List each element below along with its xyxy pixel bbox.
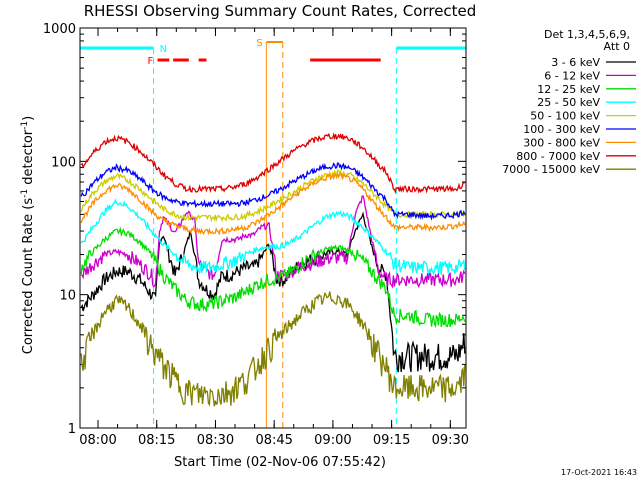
- x-tick-label: 09:15: [373, 433, 410, 448]
- legend-label-0: 3 - 6 keV: [551, 56, 600, 69]
- flag-markers: NF S: [80, 38, 467, 428]
- legend-label-7: 800 - 7000 keV: [516, 150, 600, 163]
- legend-label-2: 12 - 25 keV: [537, 83, 600, 96]
- legend-header-2: Att 0: [604, 40, 630, 53]
- series-lines: [80, 132, 466, 407]
- series-line-3: [80, 198, 466, 276]
- series-line-1: [81, 195, 466, 289]
- timestamp: 17-Oct-2021 16:43: [561, 468, 637, 477]
- x-tick-label: 08:15: [138, 433, 175, 448]
- series-line-0: [80, 211, 466, 373]
- y-tick-label: 1: [68, 422, 76, 437]
- x-axis-label: Start Time (02-Nov-06 07:55:42): [174, 455, 386, 470]
- svg-text:Corrected Count Rate (s-1 dete: Corrected Count Rate (s-1 detector-1): [20, 116, 36, 354]
- x-tick-label: 08:30: [197, 433, 234, 448]
- y-tick-label: 100: [51, 155, 76, 170]
- series-line-6: [80, 171, 466, 236]
- saa-flag-label: S: [256, 38, 262, 49]
- legend-label-6: 300 - 800 keV: [523, 136, 600, 149]
- chart-title: RHESSI Observing Summary Count Rates, Co…: [84, 2, 477, 20]
- legend-label-1: 6 - 12 keV: [544, 69, 600, 82]
- legend-label-5: 100 - 300 keV: [523, 123, 600, 136]
- plot-frame: [79, 27, 467, 429]
- x-tick-label: 08:00: [79, 433, 116, 448]
- series-line-2: [80, 226, 466, 329]
- y-axis-label: Corrected Count Rate (s-1 detector-1): [20, 116, 36, 354]
- series-line-5: [80, 162, 466, 221]
- legend-header-1: Det 1,3,4,5,6,9,: [544, 28, 630, 41]
- y-tick-label: 1000: [43, 22, 76, 37]
- x-tick-label: 09:00: [314, 433, 351, 448]
- y-tick-label: 10: [59, 289, 76, 304]
- series-line-4: [80, 169, 466, 223]
- legend-label-4: 50 - 100 keV: [530, 110, 600, 123]
- flare-flag-label: F: [148, 56, 154, 67]
- series-line-8: [80, 291, 466, 407]
- night-flag-label: N: [160, 44, 167, 55]
- legend-label-8: 7000 - 15000 keV: [502, 163, 600, 176]
- x-tick-label: 08:45: [255, 433, 292, 448]
- legend-label-3: 25 - 50 keV: [537, 96, 600, 109]
- x-tick-label: 09:30: [432, 433, 469, 448]
- axis-ticks: 08:00 08:15 08:30 08:45 09:00 09:15 09:30 1 10 10…: [43, 22, 469, 448]
- series-line-7: [80, 132, 465, 194]
